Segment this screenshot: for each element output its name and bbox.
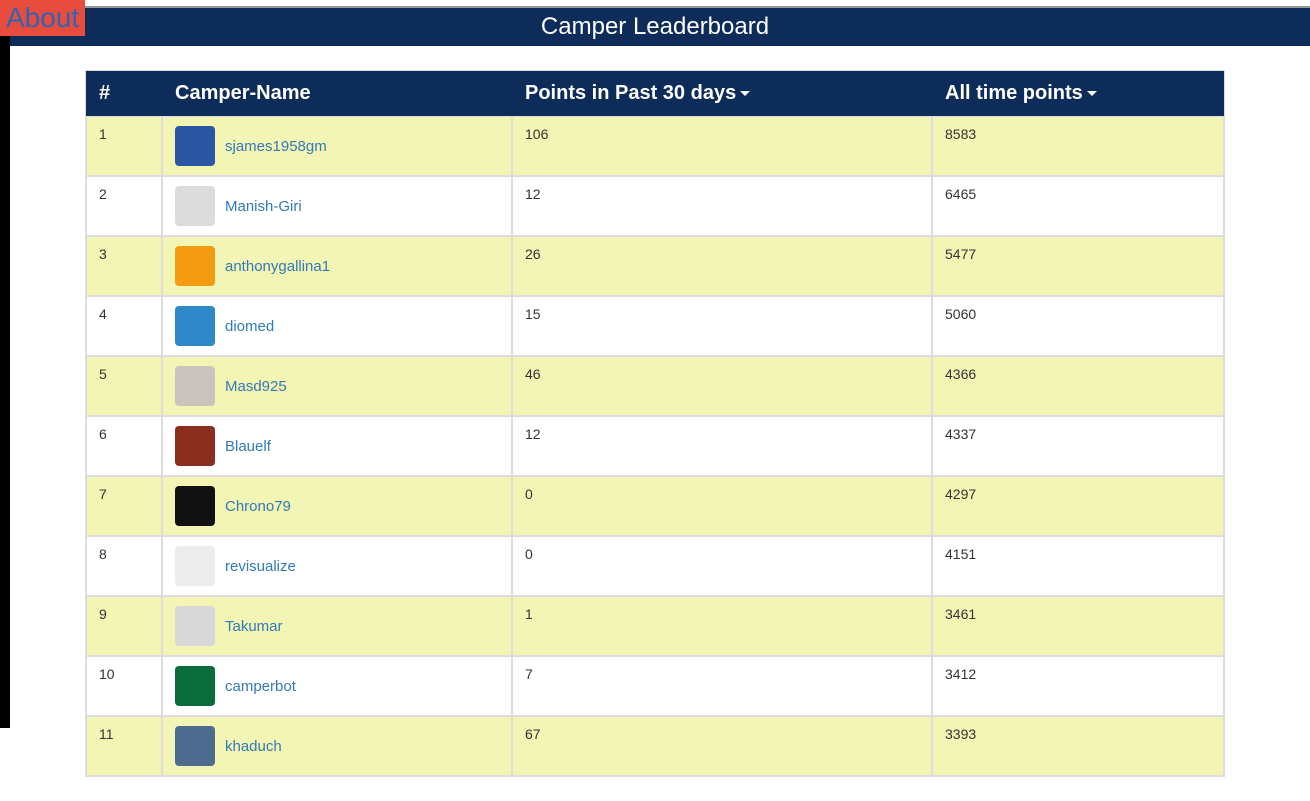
rank-cell: 5: [86, 356, 162, 416]
page-title: Camper Leaderboard: [0, 6, 1310, 46]
camper-link[interactable]: revisualize: [225, 558, 296, 575]
recent-points-cell: 1: [512, 596, 932, 656]
column-header-alltime-label: All time points: [945, 82, 1083, 104]
avatar: [175, 366, 215, 406]
recent-points-cell: 26: [512, 236, 932, 296]
camper-link[interactable]: Takumar: [225, 618, 283, 635]
camper-cell: Chrono79: [162, 476, 512, 536]
camper-link[interactable]: khaduch: [225, 738, 282, 755]
avatar: [175, 486, 215, 526]
table-row: 9 Takumar 13461: [86, 596, 1224, 656]
rank-cell: 8: [86, 536, 162, 596]
alltime-points-cell: 3461: [932, 596, 1224, 656]
recent-points-cell: 0: [512, 536, 932, 596]
table-row: 1 sjames1958gm 1068583: [86, 116, 1224, 176]
camper-cell: anthonygallina1: [162, 236, 512, 296]
table-row: 7 Chrono79 04297: [86, 476, 1224, 536]
recent-points-cell: 7: [512, 656, 932, 716]
rank-cell: 9: [86, 596, 162, 656]
rank-cell: 4: [86, 296, 162, 356]
recent-points-cell: 46: [512, 356, 932, 416]
recent-points-cell: 15: [512, 296, 932, 356]
about-badge[interactable]: About: [0, 0, 85, 36]
alltime-points-cell: 5060: [932, 296, 1224, 356]
camper-link[interactable]: anthonygallina1: [225, 258, 330, 275]
rank-cell: 11: [86, 716, 162, 776]
camper-link[interactable]: Chrono79: [225, 498, 291, 515]
rank-cell: 6: [86, 416, 162, 476]
rank-cell: 7: [86, 476, 162, 536]
avatar: [175, 246, 215, 286]
column-header-recent[interactable]: Points in Past 30 days: [512, 71, 932, 116]
leaderboard-container: # Camper-Name Points in Past 30 days All…: [85, 70, 1225, 777]
alltime-points-cell: 3393: [932, 716, 1224, 776]
rank-cell: 3: [86, 236, 162, 296]
recent-points-cell: 67: [512, 716, 932, 776]
camper-link[interactable]: Manish-Giri: [225, 198, 302, 215]
camper-link[interactable]: camperbot: [225, 678, 296, 695]
table-row: 8 revisualize 04151: [86, 536, 1224, 596]
recent-points-cell: 0: [512, 476, 932, 536]
camper-cell: khaduch: [162, 716, 512, 776]
camper-link[interactable]: sjames1958gm: [225, 138, 327, 155]
recent-points-cell: 106: [512, 116, 932, 176]
camper-cell: Takumar: [162, 596, 512, 656]
alltime-points-cell: 4337: [932, 416, 1224, 476]
avatar: [175, 546, 215, 586]
table-row: 3 anthonygallina1 265477: [86, 236, 1224, 296]
recent-points-cell: 12: [512, 416, 932, 476]
sort-caret-icon: [740, 91, 750, 96]
avatar: [175, 306, 215, 346]
camper-link[interactable]: diomed: [225, 318, 274, 335]
camper-cell: Blauelf: [162, 416, 512, 476]
sort-caret-icon: [1087, 91, 1097, 96]
avatar: [175, 186, 215, 226]
avatar: [175, 666, 215, 706]
leaderboard-table: # Camper-Name Points in Past 30 days All…: [85, 70, 1225, 777]
avatar: [175, 606, 215, 646]
column-header-alltime[interactable]: All time points: [932, 71, 1224, 116]
alltime-points-cell: 5477: [932, 236, 1224, 296]
alltime-points-cell: 3412: [932, 656, 1224, 716]
rank-cell: 1: [86, 116, 162, 176]
camper-link[interactable]: Blauelf: [225, 438, 271, 455]
table-row: 2 Manish-Giri 126465: [86, 176, 1224, 236]
camper-link[interactable]: Masd925: [225, 378, 287, 395]
camper-cell: revisualize: [162, 536, 512, 596]
column-header-recent-label: Points in Past 30 days: [525, 82, 736, 104]
table-row: 11 khaduch 673393: [86, 716, 1224, 776]
rank-cell: 10: [86, 656, 162, 716]
rank-cell: 2: [86, 176, 162, 236]
recent-points-cell: 12: [512, 176, 932, 236]
camper-cell: sjames1958gm: [162, 116, 512, 176]
alltime-points-cell: 6465: [932, 176, 1224, 236]
camper-cell: Masd925: [162, 356, 512, 416]
alltime-points-cell: 4366: [932, 356, 1224, 416]
alltime-points-cell: 8583: [932, 116, 1224, 176]
table-row: 10 camperbot 73412: [86, 656, 1224, 716]
table-row: 5 Masd925 464366: [86, 356, 1224, 416]
camper-cell: diomed: [162, 296, 512, 356]
column-header-name: Camper-Name: [162, 71, 512, 116]
avatar: [175, 126, 215, 166]
column-header-rank: #: [86, 71, 162, 116]
left-edge-strip: [0, 0, 10, 728]
avatar: [175, 726, 215, 766]
avatar: [175, 426, 215, 466]
table-row: 6 Blauelf 124337: [86, 416, 1224, 476]
alltime-points-cell: 4151: [932, 536, 1224, 596]
alltime-points-cell: 4297: [932, 476, 1224, 536]
camper-cell: camperbot: [162, 656, 512, 716]
table-row: 4 diomed 155060: [86, 296, 1224, 356]
camper-cell: Manish-Giri: [162, 176, 512, 236]
